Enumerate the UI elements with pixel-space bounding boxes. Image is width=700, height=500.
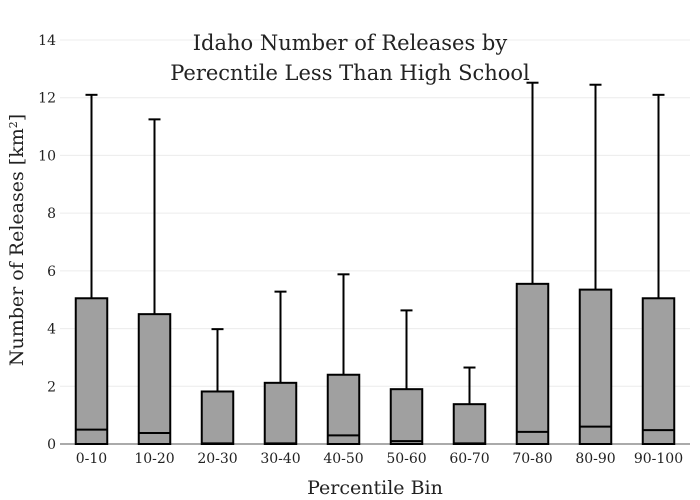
box-20-30 xyxy=(200,328,235,446)
y-tick-label-10: 10 xyxy=(38,148,56,164)
box-80-90 xyxy=(578,83,613,445)
box-30-40 xyxy=(263,290,298,445)
x-axis-ticks: 0-10 10-20 20-30 30-40 40-50 50-60 60-70 70-80 8… xyxy=(76,451,683,467)
box-body xyxy=(326,373,361,445)
box-body xyxy=(200,390,235,446)
chart-title-line-2: Perecntile Less Than High School xyxy=(170,61,530,85)
x-tick-label-40-50: 40-50 xyxy=(323,451,363,467)
y-axis-label-main: Number of Releases [km xyxy=(6,128,28,366)
box-50-60 xyxy=(389,309,424,445)
x-tick-label-60-70: 60-70 xyxy=(449,451,489,467)
x-tick-label-70-80: 70-80 xyxy=(512,451,552,467)
box-body xyxy=(389,388,424,445)
boxes xyxy=(74,81,676,446)
x-tick-label-90-100: 90-100 xyxy=(634,451,683,467)
x-tick-label-80-90: 80-90 xyxy=(575,451,615,467)
box-body xyxy=(578,288,613,445)
box-body xyxy=(137,313,172,445)
x-tick-label-20-30: 20-30 xyxy=(197,451,237,467)
y-axis-ticks: 0 2 4 6 8 10 12 14 xyxy=(38,33,56,453)
box-60-70 xyxy=(452,366,487,446)
y-tick-label-2: 2 xyxy=(47,379,56,395)
x-tick-label-50-60: 50-60 xyxy=(386,451,426,467)
box-body xyxy=(74,297,109,445)
box-10-20 xyxy=(137,118,172,445)
x-tick-label-10-20: 10-20 xyxy=(134,451,174,467)
y-axis-label-end: ] xyxy=(6,114,28,121)
box-body xyxy=(515,282,550,446)
x-tick-label-0-10: 0-10 xyxy=(76,451,107,467)
y-tick-label-4: 4 xyxy=(47,322,56,338)
x-tick-label-30-40: 30-40 xyxy=(260,451,300,467)
y-tick-label-14: 14 xyxy=(38,33,56,49)
box-body xyxy=(263,381,298,445)
box-40-50 xyxy=(326,273,361,445)
y-tick-label-0: 0 xyxy=(47,437,56,453)
y-axis-label: Number of Releases [km2] xyxy=(6,114,28,366)
box-90-100 xyxy=(641,93,676,445)
box-0-10 xyxy=(74,93,109,445)
box-70-80 xyxy=(515,81,550,446)
y-axis-label-superscript: 2 xyxy=(7,121,20,128)
box-body xyxy=(641,297,676,445)
x-axis-label: Percentile Bin xyxy=(307,477,443,499)
chart-title-line-1: Idaho Number of Releases by xyxy=(193,31,508,55)
box-body xyxy=(452,403,487,446)
y-tick-label-8: 8 xyxy=(47,206,56,222)
y-tick-label-12: 12 xyxy=(38,91,56,107)
y-tick-label-6: 6 xyxy=(47,264,56,280)
